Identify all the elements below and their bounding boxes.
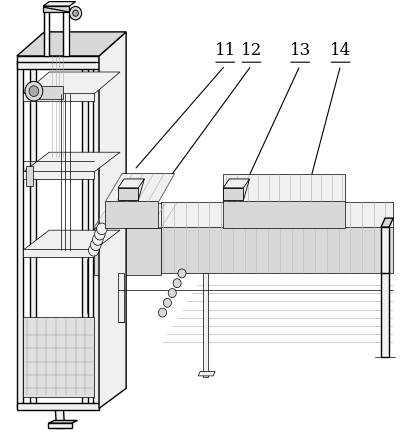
Circle shape [90, 239, 101, 251]
Circle shape [69, 7, 81, 20]
Circle shape [88, 245, 99, 256]
Polygon shape [23, 93, 94, 101]
Circle shape [177, 269, 185, 278]
Text: 12: 12 [240, 42, 262, 59]
Polygon shape [23, 230, 120, 250]
Polygon shape [17, 56, 99, 63]
Polygon shape [17, 32, 126, 56]
Polygon shape [17, 403, 99, 410]
Polygon shape [99, 32, 126, 409]
Circle shape [96, 223, 107, 235]
Circle shape [168, 289, 176, 297]
Polygon shape [198, 371, 215, 376]
Polygon shape [43, 2, 75, 6]
Polygon shape [105, 201, 158, 228]
Polygon shape [23, 249, 94, 257]
Polygon shape [223, 201, 344, 228]
Polygon shape [380, 272, 388, 357]
Polygon shape [223, 173, 344, 202]
Circle shape [173, 279, 181, 288]
Polygon shape [118, 188, 138, 200]
Polygon shape [81, 59, 87, 409]
Polygon shape [39, 86, 63, 99]
Text: 11: 11 [214, 42, 235, 59]
Circle shape [158, 308, 166, 317]
Polygon shape [23, 152, 120, 172]
Polygon shape [160, 227, 392, 273]
Polygon shape [63, 8, 68, 56]
Polygon shape [44, 8, 49, 56]
Polygon shape [30, 59, 36, 409]
Polygon shape [243, 179, 249, 200]
Polygon shape [223, 179, 249, 188]
Polygon shape [202, 273, 208, 377]
Circle shape [29, 86, 38, 97]
Polygon shape [138, 179, 144, 200]
Polygon shape [48, 423, 71, 429]
Polygon shape [380, 227, 388, 273]
Polygon shape [93, 59, 99, 409]
Polygon shape [23, 72, 120, 94]
Polygon shape [23, 317, 94, 397]
Polygon shape [94, 228, 160, 275]
Polygon shape [160, 202, 392, 228]
Circle shape [72, 10, 78, 16]
Circle shape [92, 234, 103, 245]
Polygon shape [118, 179, 144, 188]
Polygon shape [23, 171, 94, 179]
Polygon shape [105, 173, 174, 202]
Polygon shape [26, 165, 33, 186]
Polygon shape [55, 409, 64, 429]
Circle shape [163, 298, 171, 307]
Polygon shape [94, 203, 176, 228]
Polygon shape [43, 6, 69, 12]
Polygon shape [17, 59, 23, 409]
Circle shape [94, 228, 105, 240]
Polygon shape [118, 273, 124, 321]
Polygon shape [223, 188, 243, 200]
Circle shape [25, 81, 43, 101]
Text: 13: 13 [289, 42, 310, 59]
Text: 14: 14 [329, 42, 350, 59]
Polygon shape [380, 218, 392, 227]
Polygon shape [48, 421, 77, 423]
Polygon shape [17, 62, 99, 69]
